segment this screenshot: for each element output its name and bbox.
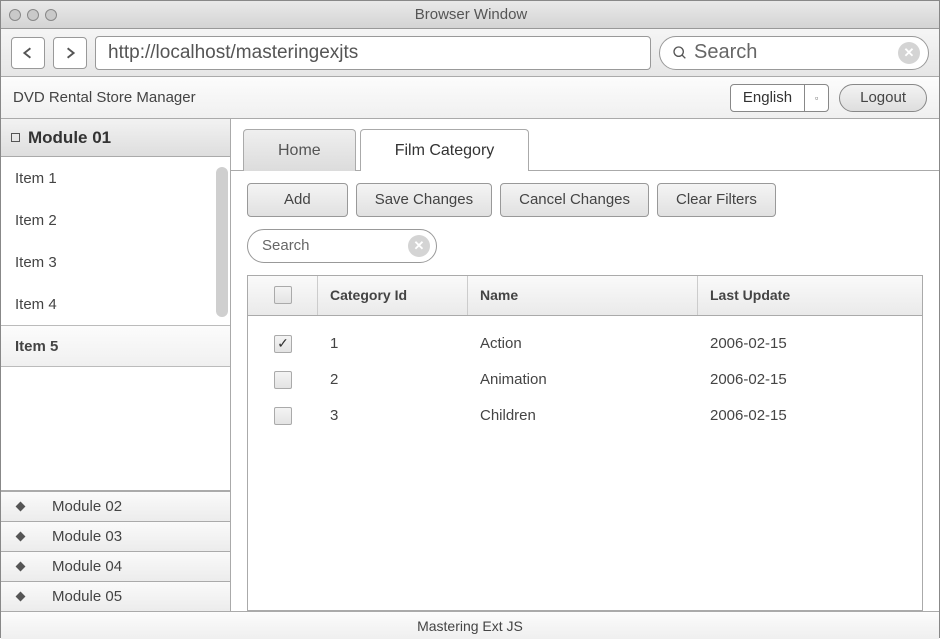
- col-last-update[interactable]: Last Update: [698, 276, 922, 315]
- sidebar-module[interactable]: Module 02: [1, 491, 230, 521]
- sidebar-item[interactable]: Item 1: [1, 157, 230, 199]
- minimize-dot[interactable]: [27, 9, 39, 21]
- footer: Mastering Ext JS: [1, 611, 939, 639]
- cell-id: 3: [318, 407, 468, 424]
- sidebar-module-title: Module 01: [28, 128, 111, 148]
- sidebar-item-list: Item 1Item 2Item 3Item 4Item 5: [1, 157, 230, 491]
- sidebar-module[interactable]: Module 05: [1, 581, 230, 611]
- row-checkbox[interactable]: [274, 407, 292, 425]
- table-row[interactable]: 3Children2006-02-15: [248, 398, 922, 434]
- close-dot[interactable]: [9, 9, 21, 21]
- scrollbar[interactable]: [216, 167, 228, 317]
- clear-icon[interactable]: ✕: [408, 235, 430, 257]
- cell-updated: 2006-02-15: [698, 335, 922, 352]
- sidebar-item[interactable]: Item 5: [1, 325, 230, 367]
- clear-filters-button[interactable]: Clear Filters: [657, 183, 776, 217]
- clear-search-icon[interactable]: ✕: [898, 42, 920, 64]
- app-header: DVD Rental Store Manager English ▫ Logou…: [1, 77, 939, 119]
- zoom-dot[interactable]: [45, 9, 57, 21]
- col-category-id[interactable]: Category Id: [318, 276, 468, 315]
- chevron-down-icon: ▫: [804, 85, 828, 111]
- sidebar: Module 01 Item 1Item 2Item 3Item 4Item 5…: [1, 119, 231, 611]
- logout-button[interactable]: Logout: [839, 84, 927, 112]
- collapse-icon: [11, 133, 20, 142]
- cancel-button[interactable]: Cancel Changes: [500, 183, 649, 217]
- app-title: DVD Rental Store Manager: [13, 89, 196, 106]
- sidebar-item[interactable]: Item 4: [1, 283, 230, 325]
- main-area: HomeFilm Category Add Save Changes Cance…: [231, 119, 939, 611]
- tab-panel: Add Save Changes Cancel Changes Clear Fi…: [231, 171, 939, 612]
- search-icon: [672, 45, 688, 61]
- url-input[interactable]: [95, 36, 651, 70]
- cell-id: 1: [318, 335, 468, 352]
- window-titlebar: Browser Window: [1, 1, 939, 29]
- back-button[interactable]: [11, 37, 45, 69]
- select-all-checkbox[interactable]: [274, 286, 292, 304]
- col-name[interactable]: Name: [468, 276, 698, 315]
- row-checkbox[interactable]: [274, 371, 292, 389]
- sidebar-module[interactable]: Module 03: [1, 521, 230, 551]
- cell-updated: 2006-02-15: [698, 371, 922, 388]
- tab[interactable]: Film Category: [360, 129, 530, 171]
- cell-updated: 2006-02-15: [698, 407, 922, 424]
- tab-strip: HomeFilm Category: [231, 119, 939, 171]
- toolbar: Add Save Changes Cancel Changes Clear Fi…: [247, 183, 923, 217]
- row-checkbox[interactable]: ✓: [274, 335, 292, 353]
- data-grid: Category Id Name Last Update ✓1Action200…: [247, 275, 923, 612]
- diamond-icon: [16, 502, 26, 512]
- add-button[interactable]: Add: [247, 183, 348, 217]
- sidebar-item[interactable]: Item 2: [1, 199, 230, 241]
- sidebar-item[interactable]: Item 3: [1, 241, 230, 283]
- diamond-icon: [16, 562, 26, 572]
- browser-search[interactable]: ✕: [659, 36, 929, 70]
- language-select[interactable]: English ▫: [730, 84, 829, 112]
- diamond-icon: [16, 592, 26, 602]
- cell-name: Animation: [468, 371, 698, 388]
- sidebar-module-header[interactable]: Module 01: [1, 119, 230, 157]
- save-button[interactable]: Save Changes: [356, 183, 492, 217]
- browser-toolbar: ✕: [1, 29, 939, 77]
- forward-button[interactable]: [53, 37, 87, 69]
- grid-search[interactable]: ✕: [247, 229, 437, 263]
- window-controls[interactable]: [9, 9, 57, 21]
- grid-header: Category Id Name Last Update: [248, 276, 922, 316]
- browser-search-input[interactable]: [694, 41, 898, 64]
- tab[interactable]: Home: [243, 129, 356, 171]
- window-title: Browser Window: [71, 6, 871, 23]
- language-label: English: [731, 89, 804, 106]
- table-row[interactable]: 2Animation2006-02-15: [248, 362, 922, 398]
- cell-name: Action: [468, 335, 698, 352]
- grid-search-input[interactable]: [262, 237, 408, 254]
- sidebar-module[interactable]: Module 04: [1, 551, 230, 581]
- cell-id: 2: [318, 371, 468, 388]
- cell-name: Children: [468, 407, 698, 424]
- table-row[interactable]: ✓ 1Action2006-02-15: [248, 326, 922, 362]
- diamond-icon: [16, 532, 26, 542]
